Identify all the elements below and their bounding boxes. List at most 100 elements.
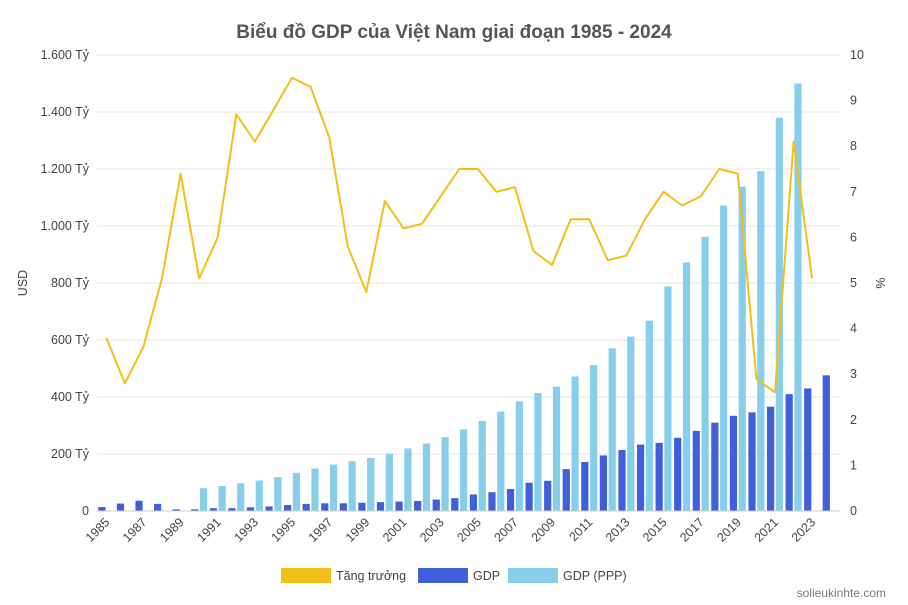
bar-gdp [339, 503, 347, 511]
bar-gdp-ppp- [255, 480, 263, 511]
x-tick-label: 1995 [269, 515, 299, 545]
bar-gdp [135, 500, 143, 511]
bar-gdp-ppp- [478, 420, 486, 511]
bar-gdp-ppp- [237, 483, 245, 511]
bar-gdp-ppp- [404, 448, 412, 511]
bar-gdp [246, 507, 255, 511]
bar-gdp-ppp- [571, 376, 579, 511]
y2-tick-label: 8 [850, 139, 857, 153]
x-tick-label: 2003 [417, 515, 447, 545]
bar-gdp-ppp- [329, 464, 338, 511]
chart-title: Biểu đồ GDP của Việt Nam giai đoạn 1985 … [236, 22, 672, 43]
bar-gdp-ppp- [199, 488, 208, 511]
bar-gdp [562, 469, 570, 511]
x-tick-label: 1987 [120, 515, 150, 545]
x-tick-label: 2019 [714, 515, 744, 545]
x-tick-label: 1985 [83, 515, 113, 545]
bar-gdp [284, 505, 292, 511]
bar-gdp [209, 508, 217, 511]
bar-gdp-ppp- [348, 461, 356, 511]
y2-tick-label: 7 [850, 185, 857, 199]
x-tick-label: 1993 [231, 515, 261, 545]
x-tick-label: 2005 [454, 515, 484, 545]
bar-gdp-ppp- [590, 365, 598, 511]
bar-gdp-ppp- [682, 262, 691, 511]
bar-gdp [618, 450, 626, 511]
x-tick-label: 2023 [789, 515, 819, 545]
x-tick-label: 1991 [194, 515, 224, 545]
bar-gdp [172, 509, 180, 511]
y-tick-label: 800 Tỷ [51, 276, 90, 290]
bar-gdp [581, 461, 589, 511]
bar-gdp [302, 503, 310, 511]
bar-gdp [748, 412, 756, 511]
y-tick-label: 1.600 Tỷ [41, 48, 90, 62]
y2-tick-label: 4 [850, 322, 857, 336]
bar-gdp [525, 482, 533, 511]
bar-gdp [414, 501, 422, 511]
watermark: solieukinhte.com [797, 586, 886, 600]
legend-label: GDP (PPP) [563, 569, 627, 583]
x-tick-label: 2021 [752, 515, 782, 545]
bar-gdp [154, 503, 162, 511]
x-tick-label: 2011 [566, 515, 595, 544]
bar-gdp-ppp- [515, 401, 523, 511]
bar-gdp [451, 498, 459, 511]
y-tick-label: 200 Tỷ [51, 447, 90, 461]
bar-gdp [376, 502, 385, 511]
bar-gdp [116, 503, 125, 511]
growth-line [105, 76, 814, 394]
bar-gdp-ppp- [367, 457, 375, 511]
y2-tick-label: 6 [850, 230, 857, 244]
bar-gdp [432, 499, 440, 511]
bar-gdp-ppp- [441, 437, 449, 511]
y-axis-label: USD [16, 270, 30, 296]
bar-gdp-ppp- [627, 336, 635, 511]
y-tick-label: 1.400 Tỷ [41, 105, 90, 119]
bar-gdp-ppp- [645, 320, 653, 511]
line-growth [105, 76, 814, 394]
y2-tick-label: 1 [850, 458, 857, 472]
bar-gdp-ppp- [497, 411, 505, 511]
x-tick-label: 2001 [380, 515, 410, 545]
bar-gdp-ppp- [608, 348, 616, 511]
bar-gdp-ppp- [664, 286, 672, 511]
bar-gdp [711, 422, 719, 511]
x-tick-label: 1999 [343, 515, 373, 545]
legend-swatch [508, 568, 558, 583]
bar-gdp-ppp- [794, 83, 802, 511]
bar-gdp [655, 442, 663, 511]
bar-gdp-ppp- [274, 477, 282, 511]
y2-tick-label: 9 [850, 94, 857, 108]
legend-swatch [418, 568, 468, 583]
bar-gdp-ppp- [738, 186, 746, 512]
grid-lines [97, 54, 840, 512]
bar-gdp [321, 503, 329, 511]
y2-axis-label: % [874, 277, 888, 288]
bar-gdp-ppp- [720, 205, 728, 512]
y2-tick-label: 5 [850, 276, 857, 290]
y2-tick-label: 2 [850, 413, 857, 427]
bar-gdp-ppp- [311, 468, 319, 511]
bar-gdp [692, 430, 700, 511]
x-tick-label: 2015 [640, 515, 670, 545]
y-tick-label: 1.000 Tỷ [41, 219, 90, 233]
y2-tick-label: 10 [850, 48, 864, 62]
bar-gdp [766, 406, 775, 511]
legend-label: Tăng trưởng [336, 569, 406, 583]
bar-gdp [544, 480, 552, 511]
bar-gdp-ppp- [552, 386, 561, 511]
y2-tick-label: 3 [850, 367, 857, 381]
bar-gdp [469, 494, 477, 511]
legend[interactable]: Tăng trưởng GDP GDP (PPP) [281, 568, 627, 583]
bar-gdp-ppp- [292, 472, 301, 511]
bar-gdp-ppp- [385, 453, 393, 511]
bar-gdp-ppp- [775, 117, 783, 511]
bar-gdp [729, 415, 738, 511]
bar-gdp [395, 501, 403, 511]
bar-gdp [674, 437, 682, 511]
bar-gdp [98, 507, 106, 511]
bar-gdp-ppp- [460, 429, 468, 511]
y2-tick-label: 0 [850, 504, 857, 518]
